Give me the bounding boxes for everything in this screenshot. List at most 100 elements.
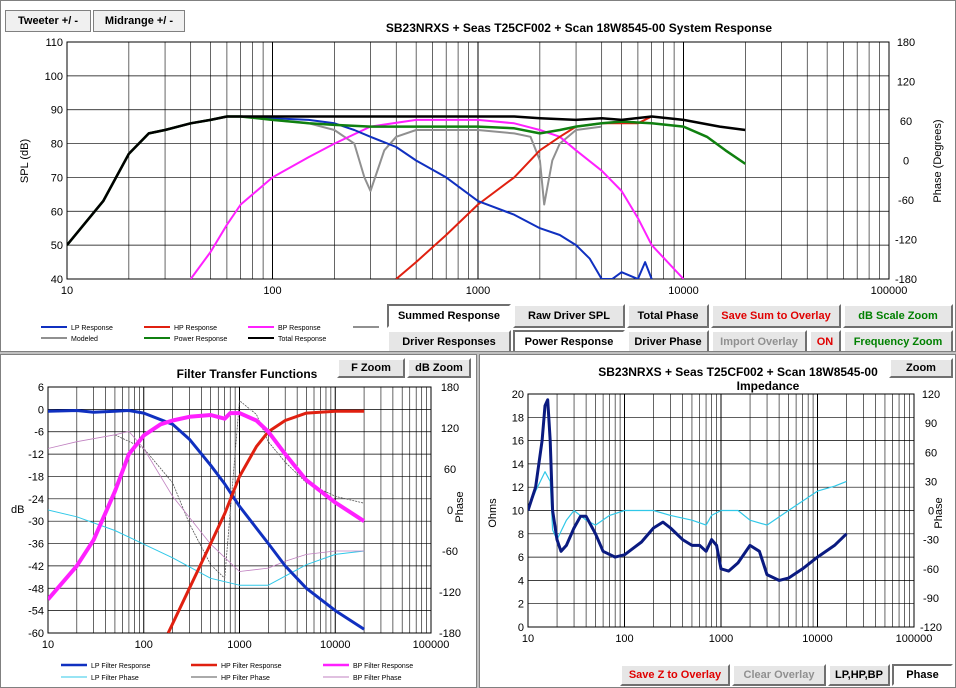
x-tick-label: 1000 xyxy=(227,639,251,651)
legend-label: HP Filter Response xyxy=(221,663,282,670)
clear-overlay-button[interactable]: Clear Overlay xyxy=(732,664,826,686)
import-overlay-button[interactable]: Import Overlay xyxy=(711,330,807,351)
y-tick-label: -48 xyxy=(28,583,44,595)
y-tick-label: 6 xyxy=(38,382,44,394)
driver-responses-button[interactable]: Driver Responses xyxy=(387,330,511,351)
legend: LP Response HP Response BP Response Modeled… xyxy=(41,325,379,343)
tab-midrange[interactable]: Midrange +/ - xyxy=(93,10,185,32)
x-tick-label: 100 xyxy=(263,285,281,297)
y-axis-label: SPL (dB) xyxy=(19,139,31,183)
y2-tick-label: -120 xyxy=(920,622,942,634)
frequency-zoom-button[interactable]: Frequency Zoom xyxy=(843,330,953,351)
impedance-panel: SB23NRXS + Seas T25CF002 + Scan 18W8545-… xyxy=(479,354,956,688)
y-tick-label: 2 xyxy=(518,599,524,611)
y2-tick-label: 0 xyxy=(447,505,453,517)
db-scale-zoom-button[interactable]: dB Scale Zoom xyxy=(843,304,953,328)
lp-filter-phase-series xyxy=(48,509,365,586)
y-tick-label: 60 xyxy=(51,206,63,218)
legend-label: HP Response xyxy=(174,325,217,332)
power-response-button[interactable]: Power Response xyxy=(513,330,625,351)
y-tick-label: 16 xyxy=(512,436,524,448)
bp-filter-response-series xyxy=(48,411,366,601)
y2-tick-label: 180 xyxy=(441,382,459,394)
legend-label: LP Filter Phase xyxy=(91,675,139,682)
save-z-overlay-button[interactable]: Save Z to Overlay xyxy=(620,664,730,686)
total-response-series xyxy=(67,115,746,246)
y-axis-label: Ohms xyxy=(487,498,499,528)
db-zoom-button[interactable]: dB Zoom xyxy=(407,358,471,378)
x-tick-label: 10 xyxy=(61,285,73,297)
modeled-series xyxy=(226,115,602,206)
summed-response-button[interactable]: Summed Response xyxy=(387,304,511,328)
impedance-phase-series xyxy=(528,471,847,541)
y2-tick-label: -120 xyxy=(439,587,461,599)
x-tick-label: 10 xyxy=(42,639,54,651)
x-tick-label: 100 xyxy=(135,639,153,651)
overlay-on-button[interactable]: ON xyxy=(809,330,841,351)
plot-grid xyxy=(66,41,890,280)
zoom-button[interactable]: Zoom xyxy=(889,358,953,378)
y2-tick-label: 0 xyxy=(903,156,909,168)
phase-button[interactable]: Phase xyxy=(892,664,953,686)
chart-title: Filter Transfer Functions xyxy=(177,367,318,381)
hp-response-series xyxy=(395,115,653,279)
filter-transfer-panel: Filter Transfer Functions dB Phase LP Fi… xyxy=(0,354,477,688)
y2-tick-label: -180 xyxy=(439,628,461,640)
y2-tick-label: -180 xyxy=(895,274,917,286)
driver-phase-button[interactable]: Driver Phase xyxy=(627,330,709,351)
chart-subtitle: Impedance xyxy=(737,379,800,393)
y2-axis-label: Phase xyxy=(454,491,466,522)
save-sum-overlay-button[interactable]: Save Sum to Overlay xyxy=(711,304,841,328)
y-tick-label: -24 xyxy=(28,494,44,506)
system-response-chart: SB23NRXS + Seas T25CF002 + Scan 18W8545-… xyxy=(19,21,944,343)
legend-label: BP Filter Response xyxy=(353,663,413,670)
legend-label: LP Filter Response xyxy=(91,663,151,670)
legend-label: Modeled xyxy=(71,336,98,343)
y2-tick-label: -60 xyxy=(923,564,939,576)
y-tick-label: 0 xyxy=(518,622,524,634)
y2-tick-label: 90 xyxy=(925,418,937,430)
y-tick-label: 90 xyxy=(51,105,63,117)
y-tick-label: 18 xyxy=(512,412,524,424)
y2-tick-label: -120 xyxy=(895,235,917,247)
y2-tick-label: 60 xyxy=(444,464,456,476)
y2-axis-label: Phase xyxy=(933,497,945,528)
f-zoom-button[interactable]: F Zoom xyxy=(337,358,405,378)
y-tick-label: 80 xyxy=(51,139,63,151)
y-tick-label: -60 xyxy=(28,628,44,640)
y-tick-label: 8 xyxy=(518,529,524,541)
y-tick-label: -42 xyxy=(28,561,44,573)
tab-tweeter[interactable]: Tweeter +/ - xyxy=(5,10,91,32)
y-tick-label: -6 xyxy=(34,427,44,439)
impedance-series xyxy=(528,398,848,582)
x-tick-label: 10000 xyxy=(320,639,351,651)
legend-label: Total Response xyxy=(278,336,326,343)
y-tick-label: -36 xyxy=(28,539,44,551)
impedance-chart: SB23NRXS + Seas T25CF002 + Scan 18W8545-… xyxy=(487,365,945,645)
plot-frame xyxy=(66,41,890,280)
total-phase-button[interactable]: Total Phase xyxy=(627,304,709,328)
y2-tick-label: 0 xyxy=(928,506,934,518)
y-tick-label: -54 xyxy=(28,606,44,618)
y2-axis-label: Phase (Degrees) xyxy=(932,119,944,202)
y2-tick-label: 60 xyxy=(925,447,937,459)
y-tick-label: 12 xyxy=(512,482,524,494)
y2-tick-label: -90 xyxy=(923,593,939,605)
y-tick-label: 6 xyxy=(518,552,524,564)
x-tick-label: 10000 xyxy=(802,633,833,645)
y2-tick-label: 60 xyxy=(900,116,912,128)
filter-transfer-chart: Filter Transfer Functions dB Phase LP Fi… xyxy=(11,367,466,682)
hp-filter-response-series xyxy=(166,409,365,633)
x-tick-label: 100000 xyxy=(413,639,450,651)
legend-label: HP Filter Phase xyxy=(221,675,270,682)
lp-hp-bp-button[interactable]: LP,HP,BP xyxy=(828,664,890,686)
y2-tick-label: -30 xyxy=(923,535,939,547)
y-tick-label: 100 xyxy=(45,71,63,83)
y-tick-label: 110 xyxy=(45,37,63,49)
y-tick-label: 40 xyxy=(51,274,63,286)
y-tick-label: 0 xyxy=(38,404,44,416)
chart-title: SB23NRXS + Seas T25CF002 + Scan 18W8545-… xyxy=(598,365,878,379)
raw-driver-spl-button[interactable]: Raw Driver SPL xyxy=(513,304,625,328)
lp-filter-response-series xyxy=(48,409,365,631)
y-tick-label: 70 xyxy=(51,172,63,184)
